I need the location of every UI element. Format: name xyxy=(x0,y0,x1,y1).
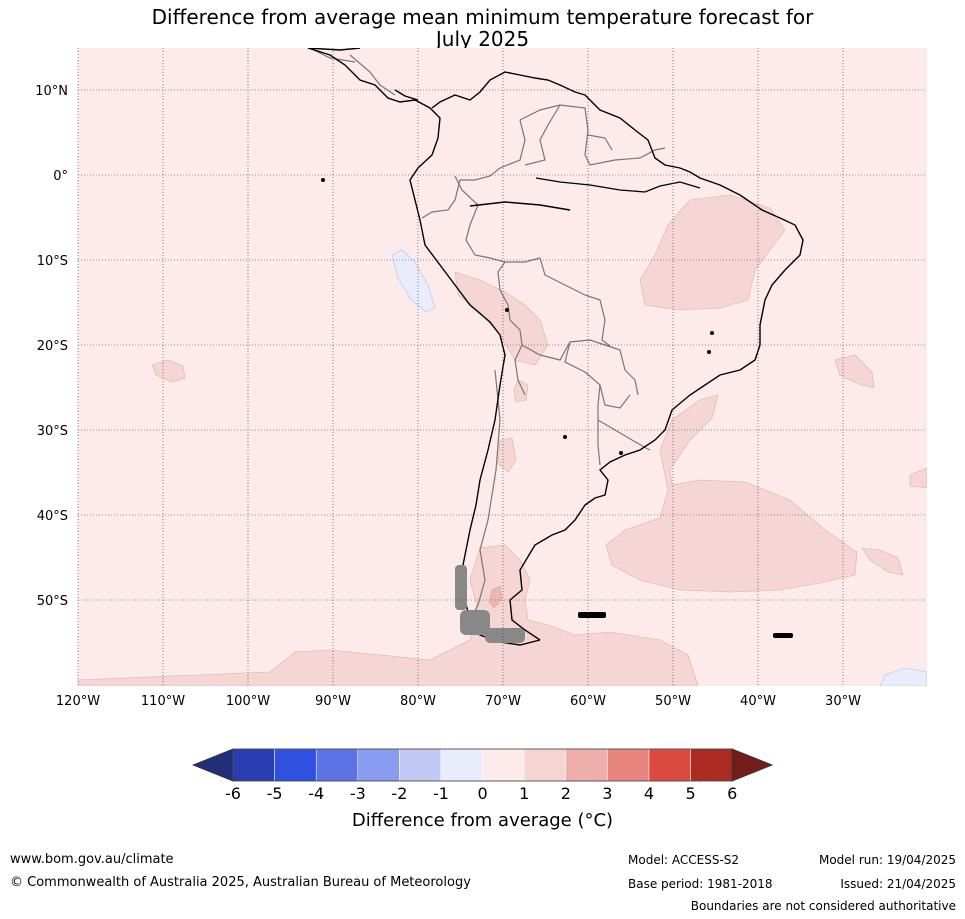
longitude-labels: 120°W 110°W 100°W 90°W 80°W 70°W 60°W 50… xyxy=(56,694,861,709)
colorbar-tick-label: 5 xyxy=(686,784,696,803)
lon-label: 70°W xyxy=(485,694,521,709)
lon-label: 120°W xyxy=(56,694,100,709)
colorbar-tick-label: 0 xyxy=(478,784,488,803)
footer-copyright: © Commonwealth of Australia 2025, Austra… xyxy=(10,875,471,890)
footer-url[interactable]: www.bom.gov.au/climate xyxy=(10,852,174,867)
lat-label: 10°N xyxy=(35,84,68,99)
colorbar-tick-label: -6 xyxy=(225,784,241,803)
latitude-labels: 10°N 0° 10°S 20°S 30°S 40°S 50°S xyxy=(35,84,68,609)
footer-model: Model: ACCESS-S2 xyxy=(628,853,740,867)
cool-anomaly-regions xyxy=(391,249,927,686)
colorbar-tick-label: -5 xyxy=(267,784,283,803)
colorbar-bin xyxy=(648,748,691,782)
colorbar-extend-low xyxy=(191,748,234,782)
footer-disclaimer: Boundaries are not considered authoritat… xyxy=(690,899,956,913)
colorbar-bin xyxy=(690,748,733,782)
colorbar-tick-label: -3 xyxy=(350,784,366,803)
colorbar-bin xyxy=(565,748,608,782)
colorbar-tick-label: 6 xyxy=(727,784,737,803)
lon-label: 30°W xyxy=(825,694,861,709)
colorbar: -6 -5 -4 -3 -2 -1 0 1 2 3 4 5 6 xyxy=(191,748,774,803)
chile-fjords xyxy=(455,565,525,643)
colorbar-bin xyxy=(274,748,317,782)
colorbar-tick-label: 1 xyxy=(519,784,529,803)
lon-label: 40°W xyxy=(740,694,776,709)
footer-base-period: Base period: 1981-2018 xyxy=(628,877,773,891)
colorbar-bin xyxy=(315,748,359,782)
gridlines xyxy=(77,48,927,686)
colorbar-title: Difference from average (°C) xyxy=(351,810,614,831)
warm-anomaly-regions xyxy=(78,194,927,686)
colorbar-bin xyxy=(482,748,525,782)
colorbar-bin xyxy=(399,748,442,782)
lon-label: 110°W xyxy=(141,694,185,709)
colorbar-tick-label: 2 xyxy=(561,784,571,803)
colorbar-bin xyxy=(232,748,275,782)
lat-label: 20°S xyxy=(37,339,68,354)
colorbar-bin xyxy=(607,748,650,782)
footer-model-run: Model run: 19/04/2025 xyxy=(818,853,956,867)
colorbar-tick-label: 3 xyxy=(602,784,612,803)
map-title-line-1: Difference from average mean minimum tem… xyxy=(151,5,814,29)
colorbar-tick-label: -2 xyxy=(391,784,407,803)
colorbar-outline xyxy=(232,748,733,782)
colorbar-extend-high xyxy=(731,748,774,782)
colorbar-bin xyxy=(440,748,483,782)
lat-label: 40°S xyxy=(37,509,68,524)
colorbar-tick-label: -4 xyxy=(308,784,324,803)
lon-label: 90°W xyxy=(315,694,351,709)
lat-label: 50°S xyxy=(37,594,68,609)
lat-label: 10°S xyxy=(37,254,68,269)
lat-label: 0° xyxy=(53,169,68,184)
footer-issued: Issued: 21/04/2025 xyxy=(840,877,956,891)
colorbar-tick-label: 4 xyxy=(644,784,654,803)
map-title-line-2: July 2025 xyxy=(435,27,530,51)
colorbar-tick-label: -1 xyxy=(433,784,449,803)
lon-label: 80°W xyxy=(400,694,436,709)
lon-label: 50°W xyxy=(655,694,691,709)
lat-label: 30°S xyxy=(37,424,68,439)
islands xyxy=(321,178,793,638)
lon-label: 60°W xyxy=(570,694,606,709)
colorbar-bin xyxy=(523,748,567,782)
lon-label: 100°W xyxy=(226,694,270,709)
colorbar-bin xyxy=(357,748,400,782)
